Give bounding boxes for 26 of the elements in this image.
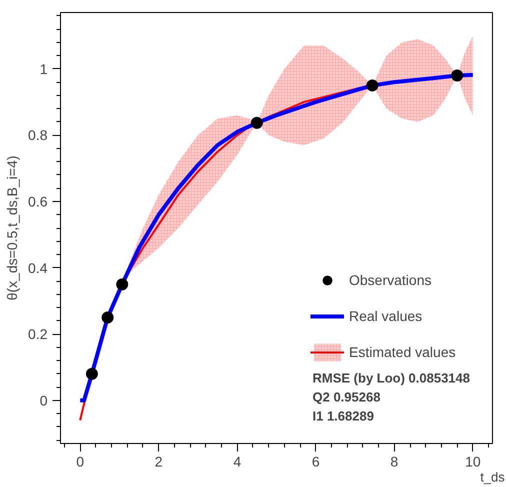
y-axis-title: θ(x_ds=0.5,t_ds,B_i=4)	[4, 156, 20, 300]
annotation: Q2 0.95268	[312, 390, 380, 404]
y-tick-label: 0.2	[28, 326, 48, 342]
point	[116, 278, 128, 290]
annotation: RMSE (by Loo) 0.0853148	[312, 370, 470, 386]
legend-label: Estimated values	[349, 344, 456, 360]
legend-label: Observations	[349, 272, 432, 288]
point	[366, 79, 378, 92]
y-tick-label: 0.4	[28, 260, 48, 276]
point	[102, 312, 114, 324]
x-tick-label: 6	[312, 454, 320, 470]
point	[86, 368, 98, 380]
legend-label: Real values	[349, 308, 422, 324]
x-tick-label: 0	[76, 454, 84, 470]
x-tick-label: 2	[154, 454, 163, 470]
x-tick-label: 10	[465, 454, 481, 470]
y-tick-label: 0.8	[28, 127, 48, 144]
y-tick-label: 0.6	[28, 193, 48, 210]
annotation: I1 1.68289	[312, 408, 374, 424]
x-axis-title: t_ds	[480, 470, 506, 484]
x-tick-label: 8	[390, 454, 398, 470]
point	[250, 116, 263, 129]
y-tick-label: 1	[40, 60, 48, 77]
y-tick-label: 0	[40, 392, 48, 408]
point	[451, 70, 464, 82]
x-tick-label: 4	[233, 454, 242, 470]
